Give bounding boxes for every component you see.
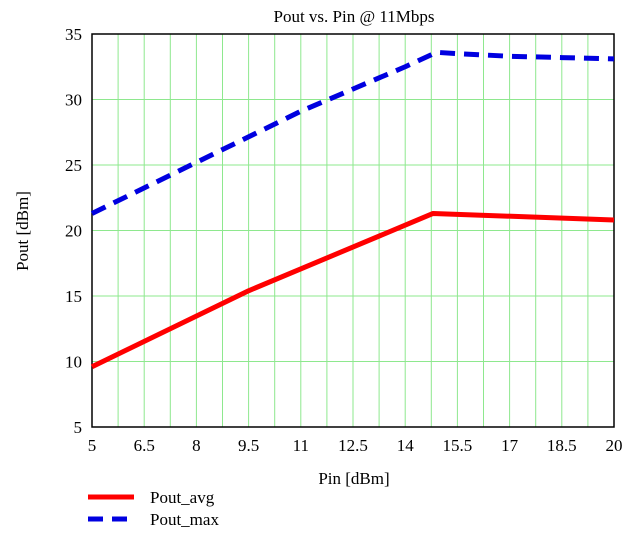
y-tick-label: 10: [65, 353, 82, 372]
legend: Pout_avg Pout_max: [88, 488, 219, 529]
series-line-pout-avg: [90, 210, 615, 369]
x-tick-label: 15.5: [443, 436, 473, 455]
x-tick-label: 14: [397, 436, 415, 455]
y-tick-label: 30: [65, 91, 82, 110]
x-tick-labels: 5 6.5 8 9.5 11 12.5 14 15.5 17 18.5 20: [88, 436, 623, 455]
y-tick-label: 5: [74, 418, 83, 437]
series-layer: [90, 49, 615, 369]
y-tick-labels: 5 10 15 20 25 30 35: [65, 25, 82, 437]
y-axis-title: Pout [dBm]: [13, 191, 32, 271]
y-tick-label: 35: [65, 25, 82, 44]
x-tick-label: 12.5: [338, 436, 368, 455]
x-tick-label: 5: [88, 436, 97, 455]
x-tick-label: 9.5: [238, 436, 259, 455]
y-tick-label: 20: [65, 222, 82, 241]
x-tick-label: 17: [501, 436, 519, 455]
y-tick-label: 25: [65, 156, 82, 175]
x-tick-label: 18.5: [547, 436, 577, 455]
series-line-pout-max: [90, 49, 615, 216]
x-tick-label: 6.5: [134, 436, 155, 455]
plot-frame: [91, 33, 615, 428]
legend-label: Pout_avg: [150, 488, 215, 507]
y-tick-label: 15: [65, 287, 82, 306]
x-tick-label: 8: [192, 436, 201, 455]
legend-label: Pout_max: [150, 510, 219, 529]
x-tick-label: 11: [293, 436, 309, 455]
grid: [91, 33, 615, 428]
x-tick-label: 20: [606, 436, 623, 455]
chart-title: Pout vs. Pin @ 11Mbps: [274, 7, 435, 26]
x-axis-title: Pin [dBm]: [318, 469, 389, 488]
